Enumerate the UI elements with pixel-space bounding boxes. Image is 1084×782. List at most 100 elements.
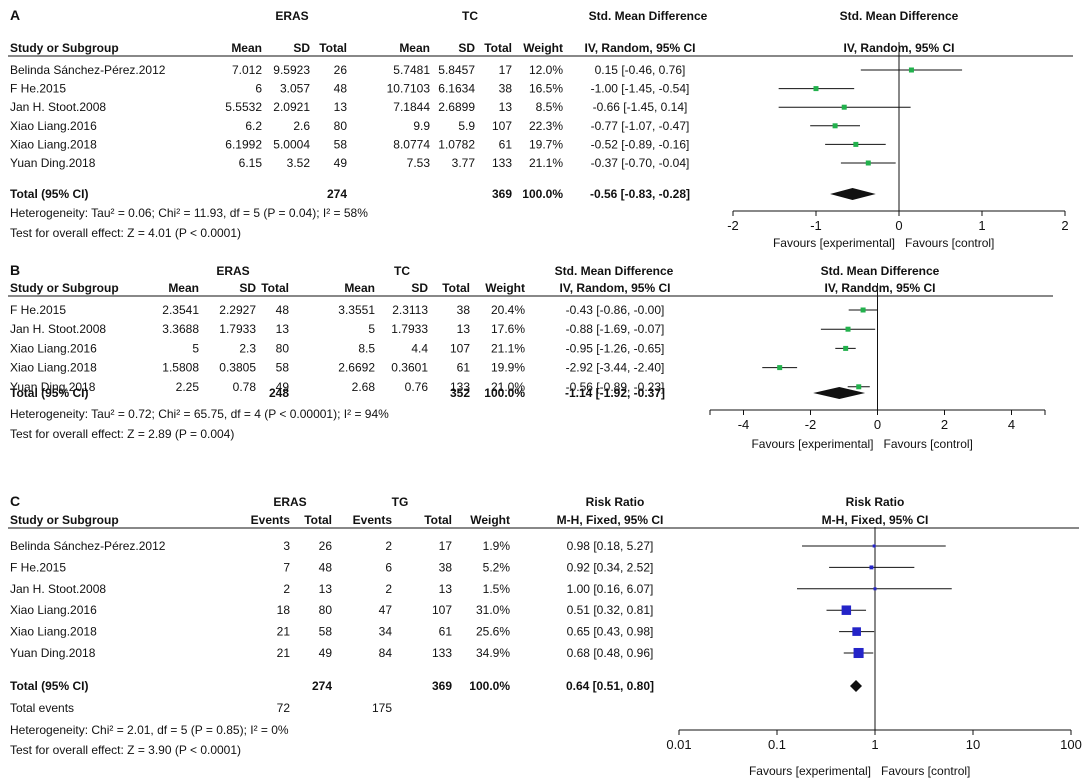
study-cell: 49	[319, 646, 333, 660]
study-cell: 0.3805	[219, 361, 256, 375]
study-point-marker	[845, 326, 851, 332]
footnote: Heterogeneity: Chi² = 2.01, df = 5 (P = …	[10, 723, 289, 737]
study-cell: 48	[319, 560, 333, 574]
x-tick-label: 0.01	[666, 737, 691, 752]
study-row: Xiao Liang.2016 5 2.3 80 8.5 4.4 107 21.1% -0.95…	[10, 341, 856, 355]
study-cell: 49	[276, 380, 290, 394]
x-tick-label: 0	[895, 218, 902, 233]
column-header: Weight	[485, 281, 525, 295]
column-header: Total	[424, 513, 452, 527]
study-cell: 3.057	[280, 82, 310, 96]
study-cell: 80	[276, 341, 290, 355]
study-cell: 0.78	[233, 380, 257, 394]
study-cell: 3.77	[452, 156, 476, 170]
panel-a: A ERAS TC Std. Mean Difference Std. Mean Dif…	[8, 7, 1073, 250]
study-effect-ci: -0.77 [-1.07, -0.47]	[591, 119, 690, 133]
study-cell: 2.3541	[162, 303, 199, 317]
study-cell: 2.3	[239, 341, 256, 355]
plot-subheader: IV, Random, 95% CI	[825, 281, 936, 295]
study-name: Xiao Liang.2016	[10, 341, 97, 355]
study-point-marker	[865, 160, 871, 166]
group1-header: ERAS	[275, 9, 308, 23]
study-cell: 6.1992	[225, 137, 262, 151]
study-cell: 19.9%	[491, 361, 525, 375]
study-name: Jan H. Stoot.2008	[10, 322, 106, 336]
study-name: Yuan Ding.2018	[10, 380, 96, 394]
column-header: Total	[319, 41, 347, 55]
footnote: Test for overall effect: Z = 3.90 (P < 0…	[10, 743, 241, 757]
study-cell: 8.5%	[536, 100, 564, 114]
study-name: Belinda Sánchez-Pérez.2012	[10, 63, 166, 77]
plot-subheader: M-H, Fixed, 95% CI	[822, 513, 929, 527]
study-effect-ci: -0.66 [-1.45, 0.14]	[593, 100, 688, 114]
study-cell: 133	[432, 646, 452, 660]
study-effect-ci: -0.37 [-0.70, -0.04]	[591, 156, 690, 170]
study-effect-ci: -0.95 [-1.26, -0.65]	[566, 341, 665, 355]
study-point-marker	[813, 86, 819, 92]
study-effect-ci: 1.00 [0.16, 6.07]	[567, 582, 654, 596]
study-cell: 2.0921	[273, 100, 310, 114]
study-name: F He.2015	[10, 303, 66, 317]
study-cell: 13	[499, 100, 513, 114]
study-row: F He.2015 2.3541 2.2927 48 3.3551 2.3113 38 20.…	[10, 303, 878, 317]
study-cell: 8.0774	[393, 137, 430, 151]
column-header: SD	[411, 281, 428, 295]
study-cell: 61	[457, 361, 471, 375]
study-name: Xiao Liang.2016	[10, 603, 97, 617]
study-row: Yuan Ding.2018 21 49 84 133 34.9% 0.68 [0.48, …	[10, 646, 874, 660]
study-cell: 13	[439, 582, 453, 596]
study-cell: 49	[334, 156, 348, 170]
study-cell: 13	[276, 322, 290, 336]
study-row: Xiao Liang.2016 18 80 47 107 31.0% 0.51 [0.32,…	[10, 603, 867, 617]
effect-subheader: IV, Random, 95% CI	[560, 281, 671, 295]
column-header: SD	[239, 281, 256, 295]
study-point-marker	[853, 647, 864, 659]
group1-header: ERAS	[273, 495, 306, 509]
study-effect-ci: 0.51 [0.32, 0.81]	[567, 603, 654, 617]
column-header: Total	[261, 281, 289, 295]
total-label: Total (95% CI)	[10, 187, 88, 201]
study-cell: 25.6%	[476, 625, 510, 639]
study-cell: 5	[192, 341, 199, 355]
panel-label: B	[10, 262, 20, 278]
study-effect-ci: 0.68 [0.48, 0.96]	[567, 646, 654, 660]
study-name: Jan H. Stoot.2008	[10, 100, 106, 114]
study-name: Xiao Liang.2016	[10, 119, 97, 133]
study-row: Xiao Liang.2018 21 58 34 61 25.6% 0.65 [0.43, …	[10, 625, 875, 639]
total-cell: 274	[312, 679, 332, 693]
study-cell: 107	[492, 119, 512, 133]
study-point-marker	[841, 104, 847, 110]
study-cell: 26	[334, 63, 348, 77]
panel-c: C ERAS TG Risk Ratio Risk Ratio Study or Subg…	[8, 493, 1082, 778]
x-tick-label: -2	[727, 218, 739, 233]
study-cell: 3.52	[287, 156, 311, 170]
study-cell: 5.5532	[225, 100, 262, 114]
study-cell: 13	[319, 582, 333, 596]
column-header: Mean	[344, 281, 375, 295]
study-cell: 58	[319, 625, 333, 639]
study-cell: 2.6692	[338, 361, 375, 375]
x-tick-label: 1	[978, 218, 985, 233]
study-cell: 21.0%	[491, 380, 525, 394]
study-cell: 1.7933	[391, 322, 428, 336]
total-cell: 369	[432, 679, 452, 693]
study-point-marker	[852, 627, 861, 636]
total-cell: 274	[327, 187, 347, 201]
study-cell: 80	[334, 119, 348, 133]
study-cell: 9.9	[413, 119, 430, 133]
column-header: Study or Subgroup	[10, 41, 119, 55]
study-point-marker	[873, 587, 877, 591]
study-cell: 1.5808	[162, 361, 199, 375]
x-tick-label: -4	[738, 417, 750, 432]
study-cell: 2.68	[352, 380, 376, 394]
study-row: Jan H. Stoot.2008 3.3688 1.7933 13 5 1.7933 13…	[10, 322, 876, 336]
study-cell: 12.0%	[529, 63, 563, 77]
column-header: Mean	[168, 281, 199, 295]
study-name: Yuan Ding.2018	[10, 646, 96, 660]
study-cell: 21.1%	[491, 341, 525, 355]
study-cell: 5.9	[458, 119, 475, 133]
study-cell: 6.1634	[438, 82, 475, 96]
column-header: SD	[458, 41, 475, 55]
study-row: Jan H. Stoot.2008 5.5532 2.0921 13 7.1844 2.6…	[10, 100, 911, 114]
study-name: Belinda Sánchez-Pérez.2012	[10, 539, 166, 553]
